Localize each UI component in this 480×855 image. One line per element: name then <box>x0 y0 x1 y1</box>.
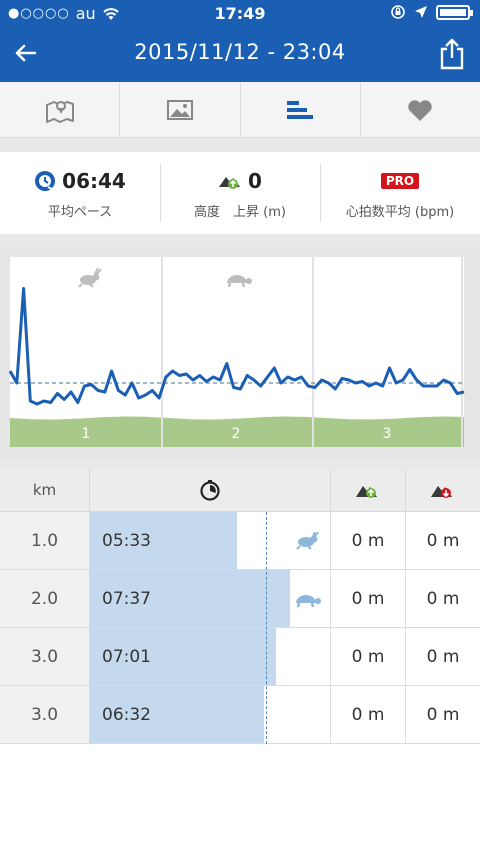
wifi-icon <box>102 7 119 20</box>
pace-clock-icon <box>35 170 56 191</box>
elevation-up-icon <box>219 176 241 189</box>
stat-elevation: 0 高度 上昇 (m) <box>160 152 320 234</box>
km-segment-label: 2 <box>232 426 241 442</box>
stat-pace: 06:44 平均ペース <box>0 152 160 234</box>
image-icon <box>166 99 193 120</box>
row-km: 2.0 <box>0 570 90 627</box>
row-pace-cell: 07:01 <box>90 628 331 685</box>
row-pace: 07:37 <box>102 588 151 609</box>
share-button[interactable] <box>438 38 466 70</box>
share-icon <box>440 38 464 70</box>
table-row[interactable]: 2.0 07:37 0 m 0 m <box>0 570 480 628</box>
table-header: km <box>0 469 480 512</box>
pace-bar <box>90 628 276 685</box>
divider <box>0 138 480 152</box>
pro-badge[interactable]: PRO <box>380 172 420 189</box>
bar-list-icon <box>287 100 314 119</box>
heart-icon <box>408 99 433 121</box>
row-pace-cell: 06:32 <box>90 686 331 743</box>
elevation-gain-label: 高度 上昇 (m) <box>194 204 286 220</box>
divider <box>0 234 480 248</box>
stopwatch-icon <box>200 480 220 501</box>
map-pin-icon <box>45 100 74 123</box>
row-km: 3.0 <box>0 686 90 743</box>
tab-bar <box>0 82 480 138</box>
tab-photos[interactable] <box>120 82 241 137</box>
pace-chart: 1 2 3 <box>0 248 480 460</box>
stat-heartrate: PRO 心拍数平均 (bpm) <box>320 152 480 234</box>
row-pace: 06:32 <box>102 704 151 725</box>
summary-stats: 06:44 平均ペース 0 高度 上昇 (m) PRO 心拍数平均 (bpm) <box>0 152 480 234</box>
row-pace-cell: 05:33 <box>90 512 331 569</box>
km-segment-label: 3 <box>383 426 392 442</box>
back-arrow-icon <box>15 44 36 62</box>
location-icon <box>415 6 427 18</box>
status-time: 17:49 <box>214 4 266 23</box>
km-segment-label: 1 <box>82 426 91 442</box>
rabbit-icon <box>296 532 320 550</box>
chart-plot-area <box>10 257 464 447</box>
avg-pace-value: 06:44 <box>62 168 126 193</box>
rabbit-chart-icon <box>78 267 102 288</box>
battery-icon <box>436 4 473 20</box>
row-km: 1.0 <box>0 512 90 569</box>
row-pace-cell: 07:37 <box>90 570 331 627</box>
row-elevation-up: 0 m <box>331 686 406 743</box>
splits-table: km 1.0 05:33 0 m 0 m 2.0 07:37 0 m 0 m 3 <box>0 469 480 744</box>
row-pace: 05:33 <box>102 530 151 551</box>
header-km: km <box>0 469 90 511</box>
turtle-icon <box>296 595 321 608</box>
divider <box>0 460 480 469</box>
nav-bar: 2015/11/12 - 23:04 <box>0 28 480 82</box>
back-button[interactable] <box>10 38 40 68</box>
table-row[interactable]: 3.0 07:01 0 m 0 m <box>0 628 480 686</box>
row-elevation-down: 0 m <box>426 588 460 609</box>
tab-likes[interactable] <box>361 82 480 137</box>
row-elevation-down: 0 m <box>426 530 460 551</box>
elevation-up-icon <box>356 486 377 498</box>
rotation-lock-icon <box>391 5 405 19</box>
avg-heartrate-label: 心拍数平均 (bpm) <box>345 204 455 220</box>
pace-bar <box>90 570 290 627</box>
pace-chart-svg: 1 2 3 <box>8 257 465 447</box>
avg-pace-label: 平均ペース <box>47 204 113 220</box>
signal-strength: ●○○○○ <box>8 6 70 21</box>
pace-bar <box>90 512 237 569</box>
elevation-gain-value: 0 <box>248 168 262 193</box>
row-elevation-up: 0 m <box>331 512 406 569</box>
row-elevation-down: 0 m <box>426 704 460 725</box>
page-title: 2015/11/12 - 23:04 <box>134 40 346 64</box>
row-pace: 07:01 <box>102 646 151 667</box>
table-row[interactable]: 3.0 06:32 0 m 0 m <box>0 686 480 744</box>
header-elevation-down <box>406 469 480 511</box>
pace-series-line <box>8 287 465 406</box>
status-bar: ●○○○○ au 17:49 <box>0 0 480 28</box>
pace-bar <box>90 686 264 743</box>
row-elevation-down: 0 m <box>426 646 460 667</box>
table-row[interactable]: 1.0 05:33 0 m 0 m <box>0 512 480 570</box>
header-elevation-up <box>331 469 406 511</box>
carrier-name: au <box>75 4 96 23</box>
tab-splits[interactable] <box>241 82 361 137</box>
tab-map[interactable] <box>0 82 121 137</box>
row-km: 3.0 <box>0 628 90 685</box>
turtle-chart-icon <box>227 275 252 288</box>
row-elevation-up: 0 m <box>331 570 406 627</box>
average-pace-line <box>266 512 267 744</box>
terrain-area <box>10 416 464 447</box>
header-pace <box>90 469 331 511</box>
row-elevation-up: 0 m <box>331 628 406 685</box>
elevation-down-icon <box>431 486 452 498</box>
